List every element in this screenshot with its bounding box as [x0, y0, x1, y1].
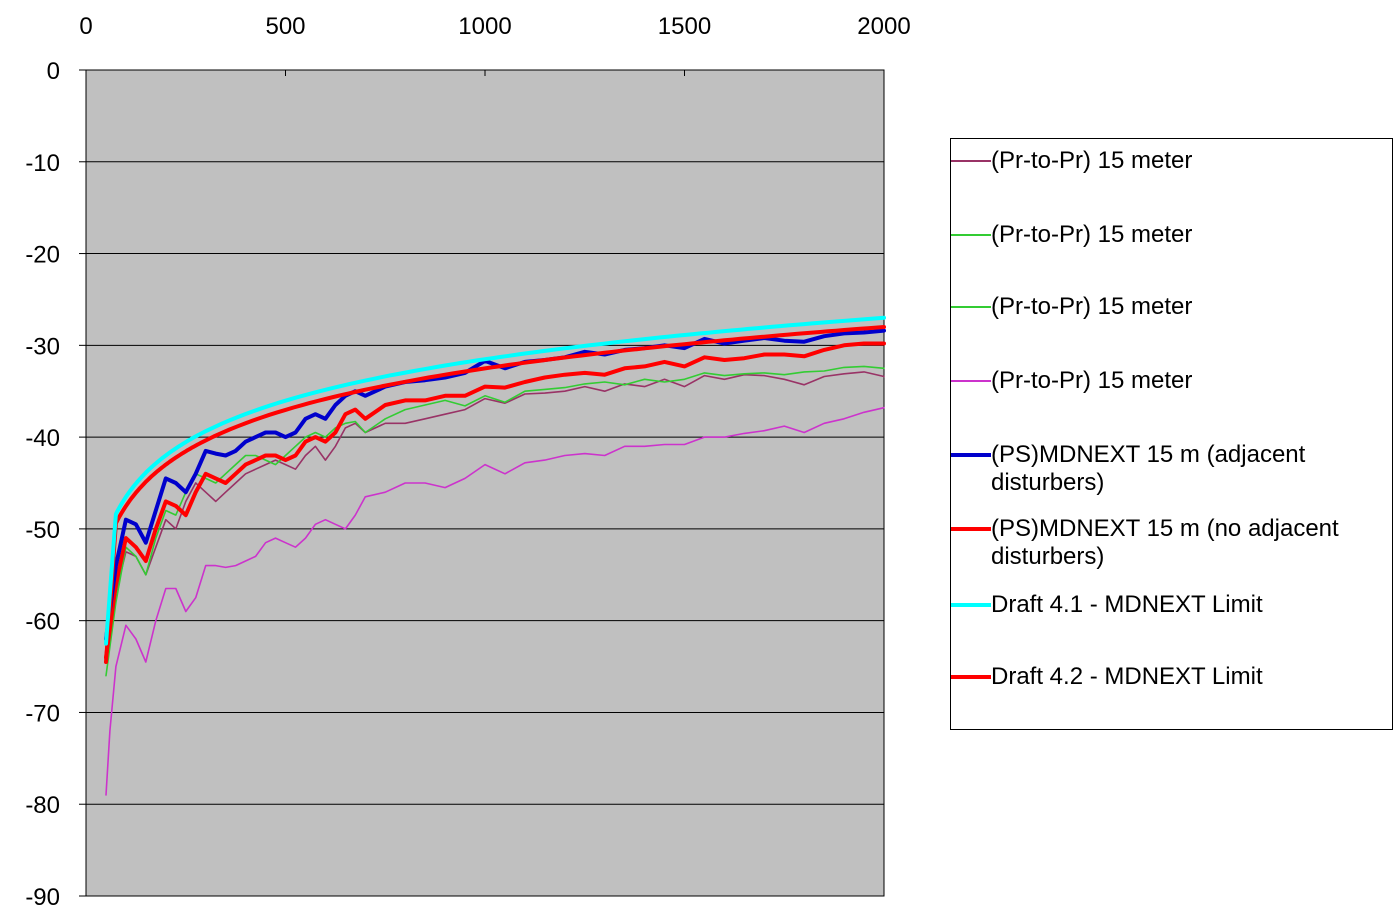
- legend-swatch: [951, 147, 991, 175]
- legend-swatch: [951, 591, 991, 619]
- legend-item: Draft 4.1 - MDNEXT Limit: [951, 591, 1391, 619]
- legend-item: Draft 4.2 - MDNEXT Limit: [951, 663, 1391, 691]
- legend-item: (Pr-to-Pr) 15 meter: [951, 147, 1391, 175]
- legend-swatch: [951, 221, 991, 249]
- x-tick-label: 2000: [857, 13, 910, 40]
- series-line-7: [104, 325, 886, 664]
- x-tick-label: 500: [265, 13, 305, 40]
- legend-label: (PS)MDNEXT 15 m (no adjacent disturbers): [991, 515, 1339, 570]
- plot-area: [85, 69, 885, 897]
- y-tick-label: -10: [25, 150, 60, 177]
- y-tick-label: -50: [25, 517, 60, 544]
- legend-label: Draft 4.2 - MDNEXT Limit: [991, 663, 1263, 690]
- series-line-3: [105, 406, 885, 796]
- y-tick-label: -90: [25, 884, 60, 909]
- legend-label: (Pr-to-Pr) 15 meter: [991, 147, 1193, 174]
- legend-swatch: [951, 515, 991, 543]
- legend-label: (Pr-to-Pr) 15 meter: [991, 293, 1193, 320]
- legend-swatch: [951, 663, 991, 691]
- legend-item: (PS)MDNEXT 15 m (no adjacent disturbers): [951, 515, 1391, 571]
- legend-item: (PS)MDNEXT 15 m (adjacent disturbers): [951, 441, 1391, 497]
- legend-item: (Pr-to-Pr) 15 meter: [951, 293, 1391, 321]
- legend-swatch: [951, 367, 991, 395]
- legend: (Pr-to-Pr) 15 meter (Pr-to-Pr) 15 meter (P…: [950, 138, 1393, 730]
- y-tick-label: -30: [25, 333, 60, 360]
- legend-item: (Pr-to-Pr) 15 meter: [951, 367, 1391, 395]
- series-line-6: [104, 315, 886, 646]
- y-tick-label: -80: [25, 792, 60, 819]
- legend-item: (Pr-to-Pr) 15 meter: [951, 221, 1391, 249]
- legend-label: Draft 4.1 - MDNEXT Limit: [991, 591, 1263, 618]
- x-tick-label: 0: [79, 13, 92, 40]
- chart: 0 -10 -20 -30 -40 -50 -60 -70 -80 -90 0 500 1000 1500…: [25, 13, 910, 909]
- legend-label: (PS)MDNEXT 15 m (adjacent disturbers): [991, 441, 1306, 496]
- y-tick-label: 0: [47, 58, 60, 85]
- y-tick-label: -70: [25, 700, 60, 727]
- legend-label: (Pr-to-Pr) 15 meter: [991, 367, 1193, 394]
- series-line-5: [104, 341, 886, 660]
- legend-swatch: [951, 293, 991, 321]
- y-tick-label: -60: [25, 609, 60, 636]
- legend-label: (Pr-to-Pr) 15 meter: [991, 221, 1193, 248]
- y-tick-label: -40: [25, 425, 60, 452]
- y-tick-label: -20: [25, 242, 60, 269]
- x-tick-label: 1000: [458, 13, 511, 40]
- legend-swatch: [951, 441, 991, 469]
- x-tick-label: 1500: [658, 13, 711, 40]
